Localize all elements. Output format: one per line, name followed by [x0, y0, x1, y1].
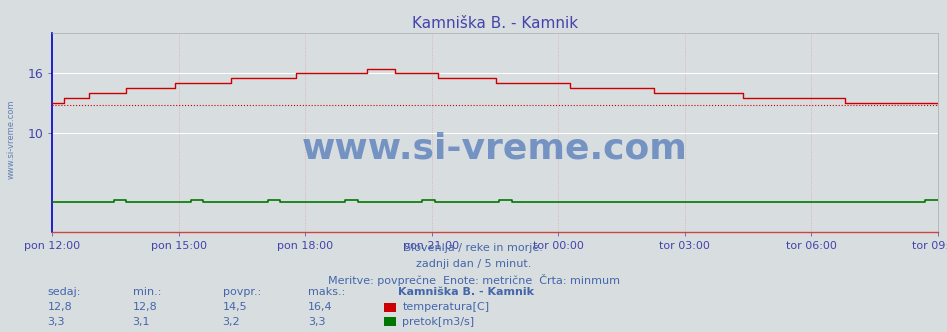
Text: sedaj:: sedaj:: [47, 288, 80, 297]
Text: Slovenija / reke in morje.: Slovenija / reke in morje.: [404, 243, 543, 253]
Text: povpr.:: povpr.:: [223, 288, 260, 297]
Text: Meritve: povprečne  Enote: metrične  Črta: minmum: Meritve: povprečne Enote: metrične Črta:…: [328, 274, 619, 286]
Text: Kamniška B. - Kamnik: Kamniška B. - Kamnik: [398, 288, 534, 297]
Text: 12,8: 12,8: [47, 302, 72, 312]
Text: 3,3: 3,3: [308, 317, 325, 327]
Text: www.si-vreme.com: www.si-vreme.com: [7, 100, 16, 179]
Text: maks.:: maks.:: [308, 288, 345, 297]
Text: temperatura[C]: temperatura[C]: [402, 302, 490, 312]
Title: Kamniška B. - Kamnik: Kamniška B. - Kamnik: [412, 16, 578, 31]
Text: 14,5: 14,5: [223, 302, 247, 312]
Text: www.si-vreme.com: www.si-vreme.com: [302, 132, 688, 166]
Text: pretok[m3/s]: pretok[m3/s]: [402, 317, 474, 327]
Text: min.:: min.:: [133, 288, 161, 297]
Text: 3,2: 3,2: [223, 317, 241, 327]
Text: zadnji dan / 5 minut.: zadnji dan / 5 minut.: [416, 259, 531, 269]
Text: 16,4: 16,4: [308, 302, 332, 312]
Text: 12,8: 12,8: [133, 302, 157, 312]
Text: 3,3: 3,3: [47, 317, 64, 327]
Text: 3,1: 3,1: [133, 317, 150, 327]
